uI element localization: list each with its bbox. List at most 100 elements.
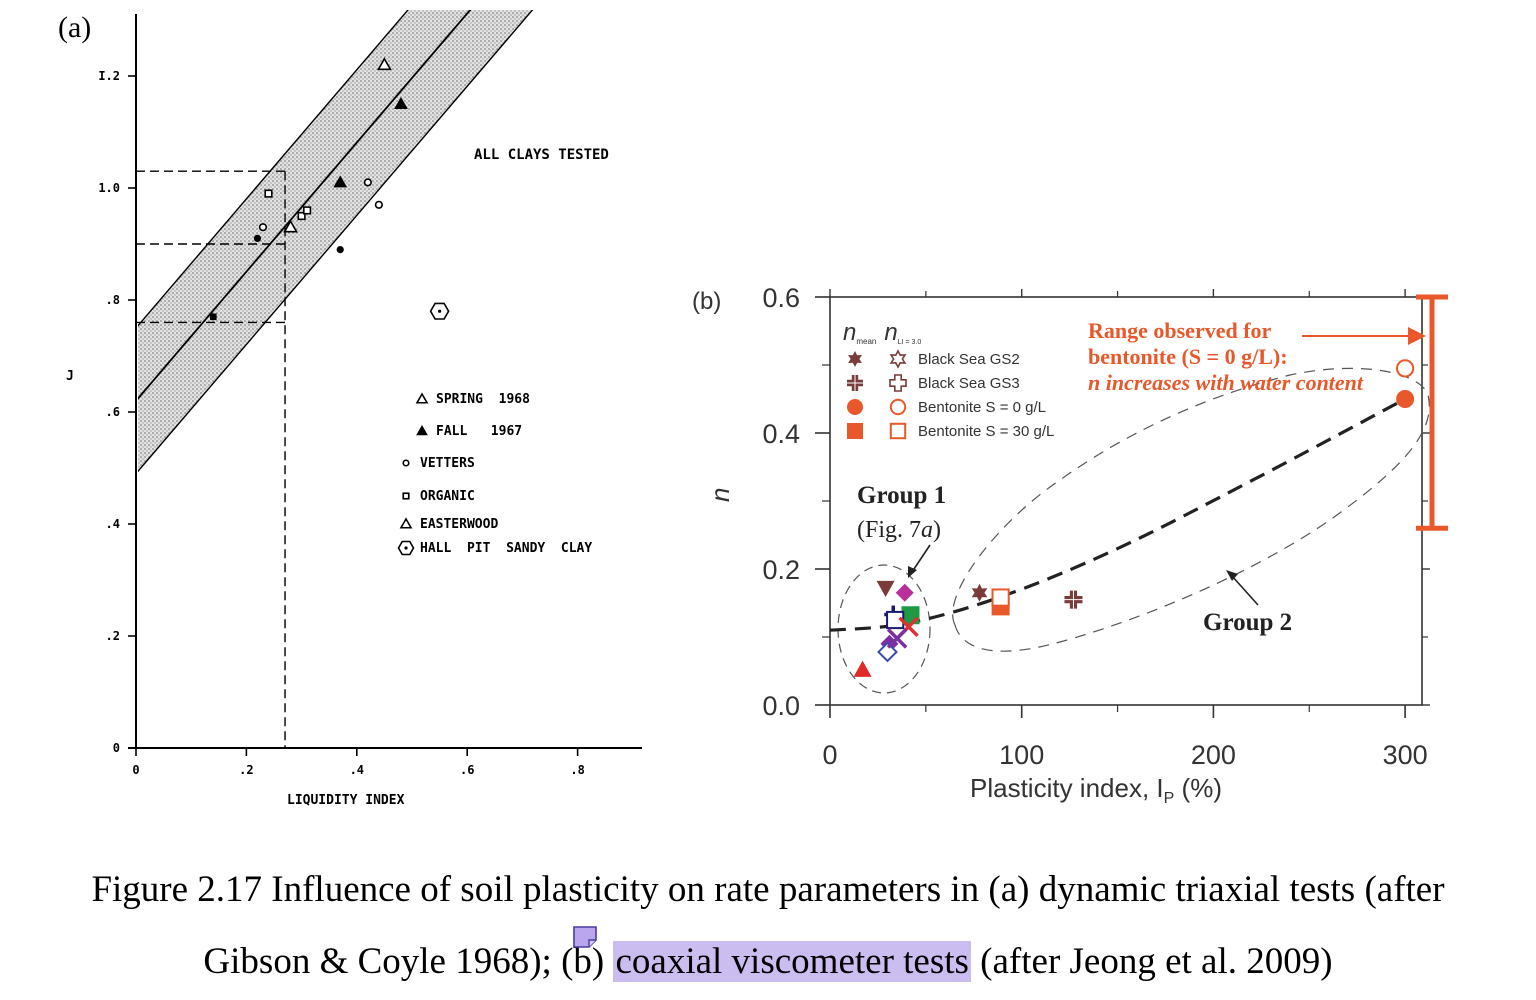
- panel-a-chart: (a) 0 .2 .4 .6 .8 0 .2 .4 .6 .8 1.0 I.2 ALL CLAYS …: [58, 10, 642, 808]
- group-2-arrow-head: [1226, 570, 1238, 581]
- range-bar: [1416, 294, 1448, 531]
- caption-line-2: Gibson & Coyle 1968); (b) coaxial viscom…: [0, 940, 1536, 983]
- filled-diamond-marker: [895, 583, 914, 602]
- group-2-label: Group 2: [1203, 609, 1292, 636]
- trend-curve: [829, 397, 1406, 632]
- group-2-annotation: Group 2: [1203, 570, 1292, 636]
- legend-label: VETTERS: [420, 456, 475, 471]
- x-tick-label: 200: [1191, 740, 1236, 770]
- x-tick-label: 100: [999, 740, 1044, 770]
- group-1-figure-ref: (Fig. 7a): [857, 517, 941, 543]
- group-2-ellipse: [952, 367, 1430, 652]
- filled-triangle-marker: [333, 175, 348, 188]
- caption-text-before: Gibson & Coyle 1968); (b): [203, 941, 614, 982]
- group-2-arrow: [1231, 575, 1259, 606]
- open-circle-marker: [363, 178, 372, 187]
- range-note-line-3: n increases with water content: [1088, 370, 1364, 395]
- open-star-marker: [889, 349, 907, 369]
- x-tick-label: .2: [239, 763, 253, 777]
- open-circle-marker: [1396, 359, 1415, 378]
- open-circle-marker: [258, 223, 268, 232]
- range-annotation: Range observed for bentonite (S = 0 g/L)…: [1088, 294, 1448, 531]
- legend-label: EASTERWOOD: [420, 517, 498, 532]
- filled-triangle-marker: [394, 96, 408, 109]
- y-tick-label: .6: [106, 405, 120, 419]
- x-tick-label: .8: [570, 763, 584, 777]
- panel-b-label: (b): [692, 288, 721, 315]
- panel-a-x-ticks: 0 .2 .4 .6 .8: [132, 748, 585, 777]
- range-note-line-1: Range observed for: [1088, 318, 1272, 343]
- open-triangle-marker: [399, 517, 413, 529]
- y-tick-label: 1.0: [98, 181, 120, 195]
- reference-lines: [136, 170, 286, 748]
- x-tick-label: 0: [822, 740, 837, 770]
- legend-label: FALL 1967: [436, 424, 522, 439]
- filled-circle-marker: [336, 246, 344, 254]
- legend-header: nmean nLI = 3.0: [843, 319, 921, 346]
- filled-triangle-down-marker: [876, 580, 895, 598]
- legend-label: Black Sea GS3: [918, 375, 1020, 392]
- panel-a-y-ticks: 0 .2 .4 .6 .8 1.0 I.2: [98, 69, 136, 755]
- panel-b-y-ticks: 0.0 0.2 0.4 0.6: [762, 283, 1430, 721]
- x-tick-label: 0: [132, 763, 139, 777]
- range-note-line-2: bentonite (S = 0 g/L):: [1088, 344, 1288, 369]
- open-square-marker: [303, 206, 312, 215]
- panel-b-chart: (b) 0 100 200 300 0.0 0.2 0.4 0.6 Plasticity i…: [692, 283, 1448, 807]
- open-circle-marker: [889, 398, 907, 416]
- y-tick-label: .2: [106, 629, 120, 643]
- open-triangle-marker: [283, 219, 298, 233]
- open-square-marker: [264, 189, 273, 198]
- center-dot: [438, 309, 442, 313]
- legend-label: Black Sea GS2: [918, 351, 1020, 368]
- legend-label: HALL PIT SANDY CLAY: [420, 541, 592, 556]
- open-square-marker: [889, 422, 907, 440]
- filled-star-marker: [848, 351, 862, 367]
- panel-b-x-ticks: 0 100 200 300: [822, 289, 1428, 770]
- open-circle-marker: [374, 200, 383, 209]
- caption-text-after: (after Jeong et al. 2009): [970, 941, 1333, 982]
- filled-triangle-marker: [853, 660, 872, 677]
- panel-b-legend: nmean nLI = 3.0 Black Sea GS2 Black Sea GS…: [843, 319, 1054, 440]
- panel-a-label: (a): [58, 11, 91, 44]
- x-tick-label: .6: [460, 763, 474, 777]
- panel-a-y-label: J: [66, 369, 74, 384]
- filled-square-marker: [847, 423, 863, 439]
- caption-highlight[interactable]: coaxial viscometer tests: [613, 941, 971, 982]
- panel-b-x-label: Plasticity index, IP (%): [970, 773, 1222, 807]
- x-marker: [886, 628, 908, 649]
- open-triangle-marker: [377, 57, 392, 71]
- y-tick-label: .4: [106, 517, 120, 531]
- group-1-annotation: Group 1 (Fig. 7a): [857, 482, 946, 578]
- filled-square-marker: [209, 313, 217, 321]
- y-tick-label: .8: [106, 293, 120, 307]
- legend-label: ORGANIC: [420, 489, 475, 504]
- filled-circle-marker: [1396, 390, 1415, 408]
- open-circle-marker: [402, 459, 410, 467]
- group-1-arrow-head: [908, 566, 917, 578]
- y-tick-label: 0.6: [762, 283, 800, 313]
- panel-a-points: [209, 57, 450, 321]
- panel-a-legend: SPRING 1968 FALL 1967 VETTERS ORGANIC EASTER…: [397, 392, 592, 556]
- open-square-marker: [297, 211, 306, 221]
- y-tick-label: 0.4: [762, 419, 800, 449]
- panel-b-y-label: n: [705, 488, 735, 502]
- y-tick-label: 0.0: [762, 691, 800, 721]
- open-triangle-marker: [415, 392, 429, 404]
- group-1-arrow: [911, 544, 931, 573]
- uncertainty-band: [138, 10, 534, 473]
- filled-circle-marker: [847, 399, 863, 415]
- y-tick-label: I.2: [98, 69, 120, 83]
- caption-line-1: Figure 2.17 Influence of soil plasticity…: [91, 869, 1445, 910]
- annotation-note-icon[interactable]: [573, 926, 597, 948]
- group-1-title: Group 1: [857, 482, 946, 509]
- legend-label: SPRING 1968: [436, 392, 530, 407]
- open-diamond-marker: [877, 641, 898, 663]
- legend-label: Bentonite S = 0 g/L: [918, 399, 1046, 416]
- filled-triangle-marker: [416, 424, 428, 436]
- open-square-marker: [991, 588, 1010, 607]
- x-tick-label: .4: [350, 763, 364, 777]
- legend-label: Bentonite S = 30 g/L: [918, 423, 1054, 440]
- filled-star-marker: [971, 583, 988, 602]
- y-tick-label: 0.2: [762, 555, 800, 585]
